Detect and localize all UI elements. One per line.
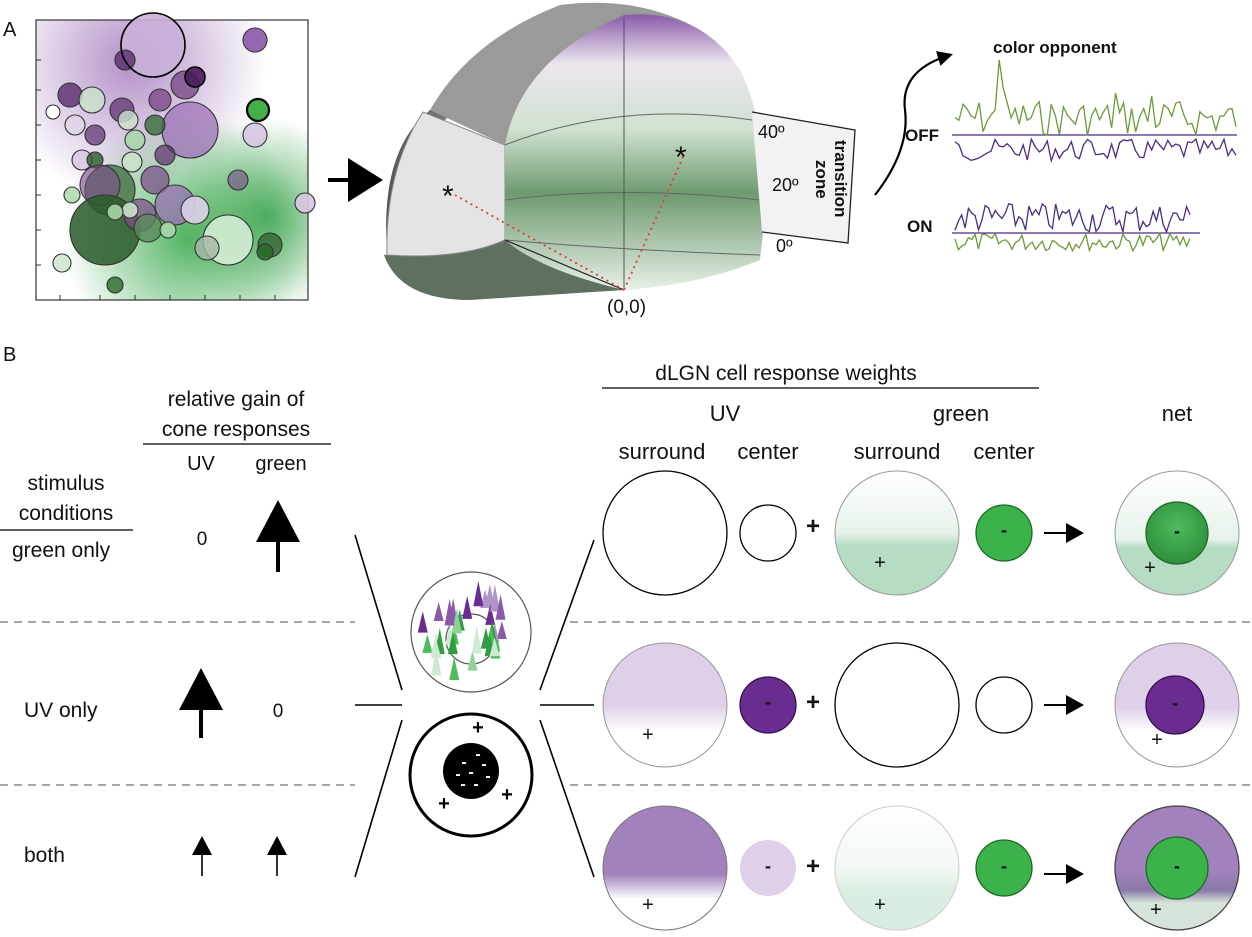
svg-text:-: - [481, 756, 486, 773]
stimulus-header-line2: conditions [19, 502, 114, 525]
gain-green-label: green [255, 453, 306, 475]
svg-text:+: + [438, 793, 450, 815]
condition-green-only: green only [12, 539, 111, 562]
row-uv-only-weights [602, 642, 1240, 768]
sign-plus-r2-uv-surround: + [642, 724, 654, 746]
sign-minus-r2-net-center: - [1172, 693, 1178, 713]
sign-plus-r3-uv-surround: + [642, 894, 654, 916]
cone-mosaic [410, 571, 532, 693]
col-green-surround-label: surround [854, 439, 941, 464]
arrow-to-net-row2-icon [1044, 695, 1084, 715]
svg-text:-: - [485, 768, 490, 785]
star-marker-front: * [675, 141, 687, 174]
gain-arrow-uv-large-icon [179, 668, 223, 738]
dlgn-header: dLGN cell response weights [655, 362, 916, 385]
group-uv-label: UV [710, 401, 741, 426]
sign-minus-r1-green-center: - [1001, 520, 1007, 540]
row-both-weights [602, 805, 1240, 931]
gain-green-row2: 0 [273, 701, 284, 722]
gain-uv-row1: 0 [197, 529, 208, 550]
degree-label-0: 0º [776, 236, 793, 256]
col-uv-surround-label: surround [619, 439, 706, 464]
arrow-to-net-row1-icon [1044, 523, 1084, 543]
sign-plus-r3-green-surround: + [874, 894, 886, 916]
trace-off-label: OFF [905, 126, 939, 145]
gain-header-line2: cone responses [162, 418, 310, 441]
svg-text:+: + [501, 784, 513, 806]
svg-text:-: - [473, 776, 478, 793]
sign-minus-r1-net-center: - [1174, 521, 1180, 541]
row-green-only-weights [602, 470, 1240, 596]
sum-plus-row3: + [806, 853, 820, 880]
traces-title: color opponent [993, 38, 1117, 57]
sign-plus-r1-green-surround: + [874, 552, 886, 574]
gain-arrow-uv-small-icon [192, 836, 212, 876]
star-marker-back: * [442, 180, 454, 213]
condition-uv-only: UV only [24, 699, 98, 722]
receptive-field-circles [45, 12, 316, 294]
sum-plus-row1: + [806, 513, 820, 540]
gain-uv-label: UV [187, 453, 215, 475]
degree-label-20: 20º [772, 175, 799, 195]
panel-b-label: B [3, 344, 16, 366]
trace-on-label: ON [907, 217, 933, 236]
trace-on [952, 202, 1200, 253]
gain-arrow-green-small-icon [267, 836, 287, 876]
arrow-to-net-row3-icon [1044, 864, 1084, 884]
arrow-to-dome-icon [328, 158, 383, 202]
condition-both: both [24, 844, 65, 867]
gain-arrow-green-large-icon [256, 500, 300, 572]
sign-minus-r3-uv-center: - [765, 856, 771, 876]
sign-minus-r2-uv-center: - [765, 692, 771, 712]
center-surround-schematic: -- --- ---++ + [408, 712, 534, 838]
col-green-center-label: center [973, 439, 1034, 464]
transition-zone-label-2: zone [812, 160, 831, 199]
svg-text:-: - [460, 776, 465, 793]
panel-a-label: A [3, 19, 17, 41]
sign-minus-r3-net-center: - [1174, 856, 1180, 876]
stimulus-header-line1: stimulus [27, 472, 104, 495]
degree-label-40: 40º [758, 122, 785, 142]
sign-minus-r3-green-center: - [1001, 856, 1007, 876]
trace-off [952, 59, 1237, 164]
group-green-label: green [933, 401, 989, 426]
curved-arrow-icon [874, 51, 953, 196]
sign-plus-r1-net-surround: + [1144, 557, 1156, 579]
svg-text:+: + [472, 717, 484, 739]
sign-plus-r3-net-surround: + [1150, 899, 1162, 921]
svg-text:-: - [455, 766, 460, 783]
sign-plus-r2-net-surround: + [1151, 729, 1163, 751]
hemisphere-dome: * * [384, 2, 856, 300]
origin-label: (0,0) [607, 297, 646, 318]
svg-text:-: - [475, 746, 480, 763]
col-uv-center-label: center [737, 439, 798, 464]
receptive-field-map [35, 12, 316, 301]
transition-zone-label-1: transition [831, 140, 850, 217]
sum-plus-row2: + [806, 689, 820, 716]
svg-text:-: - [461, 754, 466, 771]
svg-text:-: - [468, 764, 473, 781]
gain-header-line1: relative gain of [168, 388, 305, 411]
col-net-label: net [1162, 401, 1193, 426]
